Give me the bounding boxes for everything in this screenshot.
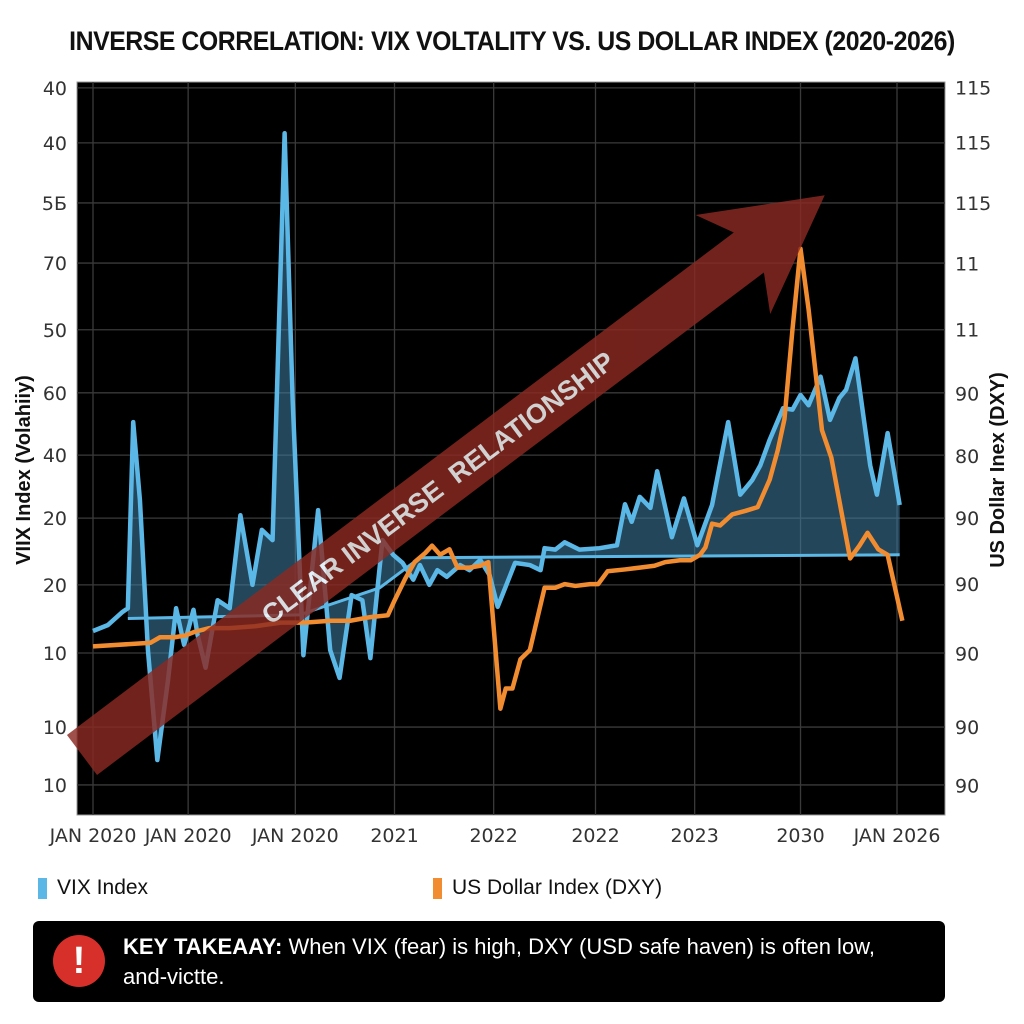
y-tick-label-right: 90: [955, 776, 979, 798]
y-tick-label-right: 11: [955, 253, 979, 275]
y-tick-label-right: 11: [955, 319, 979, 341]
takeaway-body: When VIX (fear) is high, DXY (USD safe h…: [123, 934, 875, 989]
y-tick-label-left: 5Ƃ: [42, 193, 67, 215]
y-axis-right-label: US Dollar Inex (DXY): [987, 372, 1009, 568]
x-tick-label: 2022: [571, 825, 619, 847]
exclamation-icon: !: [53, 935, 105, 987]
y-tick-label-right: 90: [955, 384, 979, 406]
legend-item-dxy: US Dollar Index (DXY): [433, 876, 662, 900]
y-tick-label-left: 50: [43, 320, 67, 342]
y-tick-label-left: 20: [43, 575, 67, 597]
y-tick-label-right: 90: [955, 574, 979, 596]
x-tick-label: JAN 2020: [144, 825, 232, 847]
y-axis-left-label: VIIX Index (Volahiiy): [13, 375, 35, 565]
legend-label-dxy: US Dollar Index (DXY): [452, 876, 663, 899]
y-tick-label-left: 10: [43, 643, 67, 665]
y-tick-label-right: 115: [955, 77, 991, 99]
y-tick-label-right: 90: [955, 644, 979, 666]
legend-label-vix: VIX Index: [57, 876, 149, 899]
x-tick-label: 2030: [776, 825, 824, 847]
takeaway-text: KEY TAKEAAY: When VIX (fear) is high, DX…: [123, 932, 923, 992]
y-tick-label-right: 115: [955, 193, 991, 215]
y-tick-label-left: 20: [43, 508, 67, 530]
y-tick-label-right: 115: [955, 132, 991, 154]
y-tick-label-left: 10: [43, 775, 67, 797]
y-tick-label-left: 40: [43, 78, 67, 100]
x-tick-label: 2022: [469, 825, 517, 847]
takeaway-label: KEY TAKEAAY:: [123, 934, 283, 959]
axis-ticks: JAN 2020 JAN 2020 JAN 2020 2021 2022 2022 2023…: [42, 77, 991, 847]
arrow-icon: [66, 195, 825, 775]
x-tick-label: JAN 2020: [49, 825, 137, 847]
key-takeaway-box: ! KEY TAKEAAY: When VIX (fear) is high, …: [33, 921, 945, 1002]
y-tick-label-right: 90: [955, 508, 979, 530]
legend-item-vix: VIX Index: [38, 876, 148, 900]
y-tick-label-left: 60: [43, 383, 67, 405]
y-tick-label-right: 90: [955, 717, 979, 739]
x-tick-label: JAN 2026: [853, 825, 941, 847]
x-tick-label: 2023: [670, 825, 718, 847]
chart-title: INVERSE CORRELATION: VIX VOLTALITY VS. U…: [69, 26, 955, 56]
y-tick-label-right: 80: [955, 446, 979, 468]
y-tick-label-left: 40: [43, 133, 67, 155]
x-tick-label: JAN 2020: [251, 825, 339, 847]
dxy-line: [92, 246, 905, 711]
dxy-swatch-icon: [433, 877, 442, 899]
y-tick-label-left: 10: [43, 717, 67, 739]
y-tick-label-left: 40: [43, 445, 67, 467]
x-tick-label: 2021: [370, 825, 418, 847]
y-tick-label-left: 70: [43, 253, 67, 275]
vix-swatch-icon: [38, 877, 47, 899]
